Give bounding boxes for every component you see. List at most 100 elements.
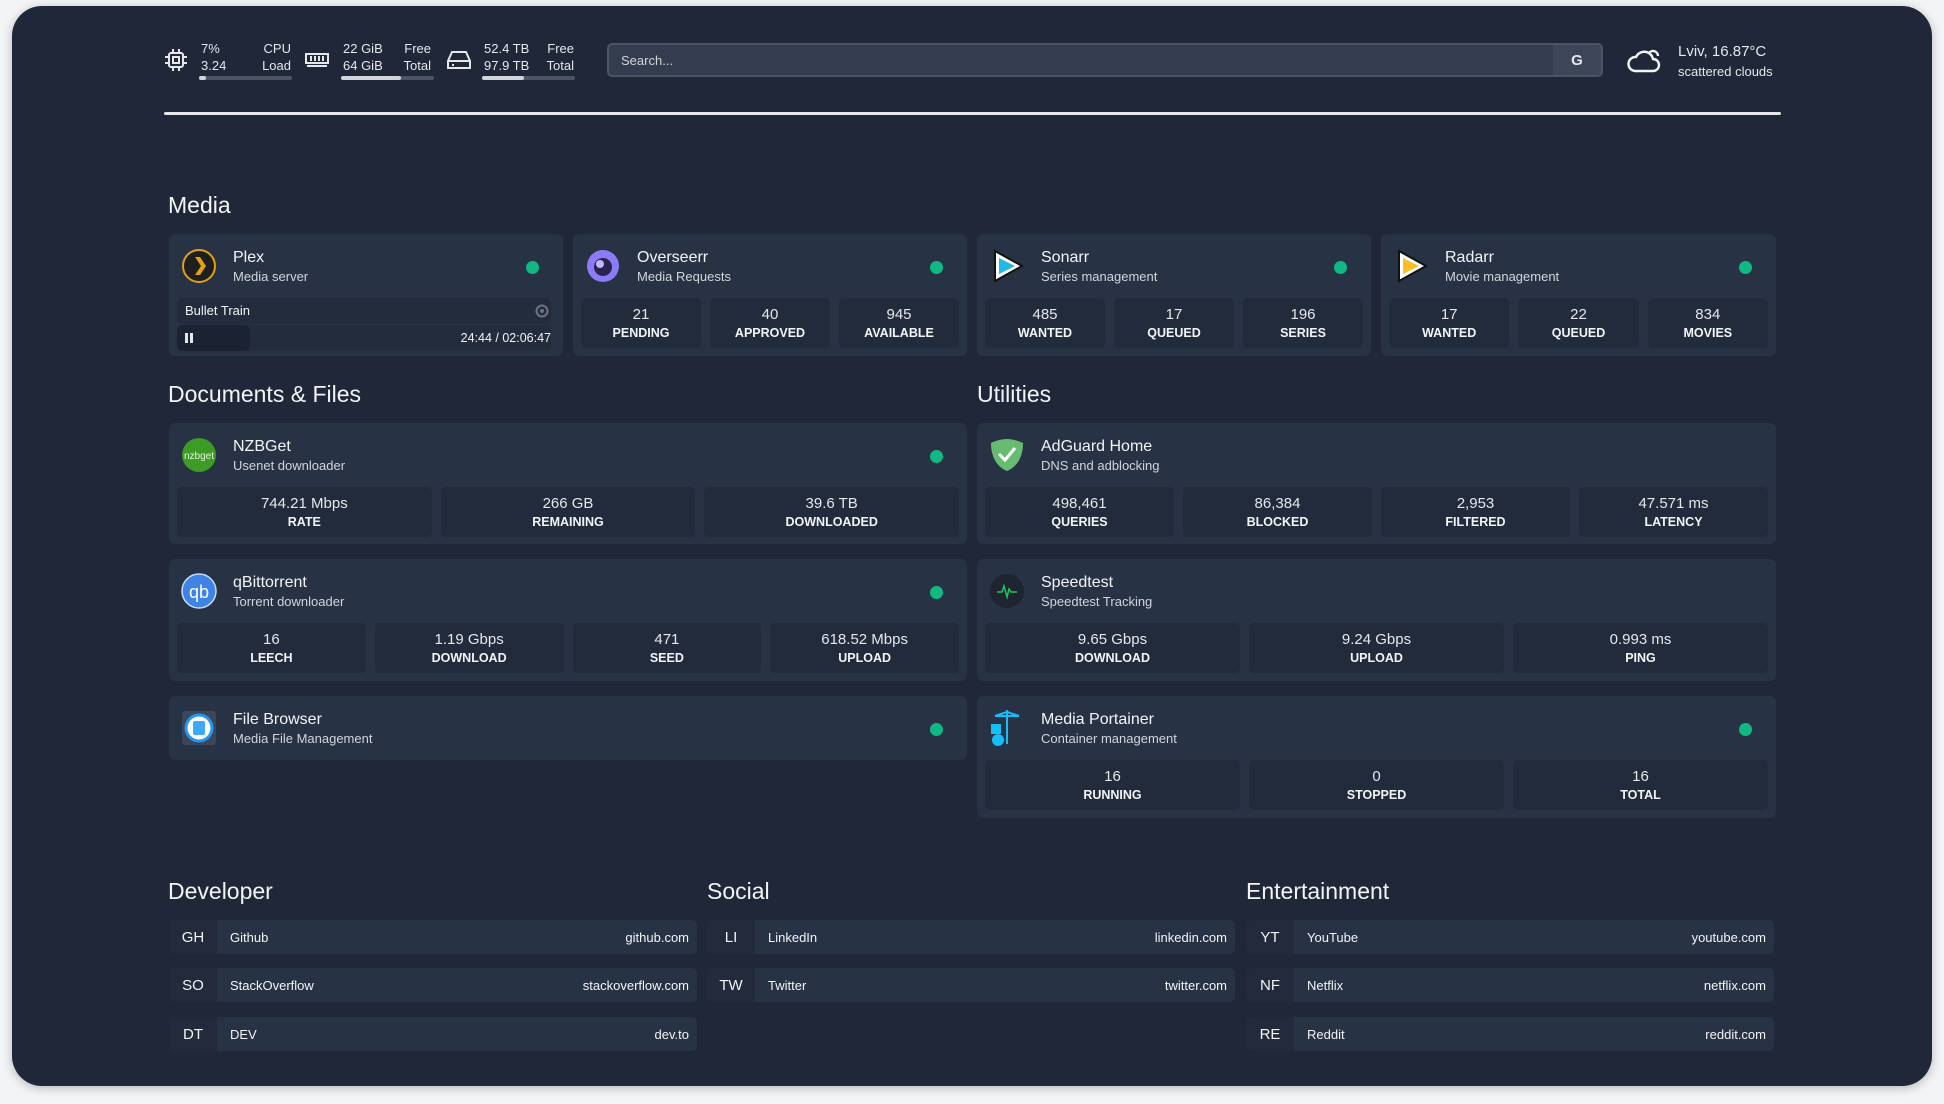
progress-fill bbox=[177, 325, 250, 351]
stat-value: 1.19 Gbps bbox=[434, 631, 504, 648]
stat-value: 9.24 Gbps bbox=[1341, 631, 1412, 648]
disk-total-label: Total bbox=[546, 58, 574, 73]
bookmark-youtube[interactable]: YT YouTube youtube.com bbox=[1246, 920, 1774, 954]
status-online-indicator bbox=[930, 261, 943, 274]
service-card-radarr[interactable]: Radarr Movie management 17 WANTED 22 QUEUED… bbox=[1381, 234, 1776, 356]
pause-icon[interactable] bbox=[185, 333, 193, 343]
bookmark-netflix[interactable]: NF Netflix netflix.com bbox=[1246, 968, 1774, 1002]
stat-block-queued: 22 QUEUED bbox=[1518, 298, 1639, 348]
stat-block-running: 16 RUNNING bbox=[985, 760, 1240, 810]
bookmark-link[interactable]: DEV dev.to bbox=[217, 1017, 697, 1051]
service-card-overseerr[interactable]: Overseerr Media Requests 21 PENDING 40 APPR… bbox=[573, 234, 967, 356]
section-social: Social bbox=[707, 878, 770, 904]
service-description: Torrent downloader bbox=[233, 594, 345, 609]
service-card-portainer[interactable]: Media Portainer Container management 16 R… bbox=[977, 696, 1776, 818]
playback-progress[interactable]: 24:44 / 02:06:47 bbox=[177, 325, 551, 351]
memory-stat: 22 GiB 64 GiB Free Total bbox=[343, 40, 431, 74]
service-card-qbittorrent[interactable]: qb qBittorrent Torrent downloader 16 LEEC… bbox=[169, 559, 967, 681]
stat-value: 0 bbox=[1372, 768, 1381, 785]
cpu-label: CPU bbox=[263, 41, 291, 56]
stat-value: 21 bbox=[632, 306, 650, 323]
search-input[interactable] bbox=[609, 45, 1554, 75]
qbittorrent-icon: qb bbox=[181, 573, 217, 609]
google-search-button[interactable]: G bbox=[1553, 45, 1601, 75]
cpu-icon bbox=[165, 49, 187, 71]
bookmark-link[interactable]: Twitter twitter.com bbox=[755, 968, 1235, 1002]
overseerr-icon bbox=[587, 250, 619, 282]
stat-value: 0.993 ms bbox=[1609, 631, 1672, 648]
bookmark-link[interactable]: Reddit reddit.com bbox=[1294, 1017, 1774, 1051]
service-description: Series management bbox=[1041, 269, 1158, 284]
bookmark-link[interactable]: YouTube youtube.com bbox=[1294, 920, 1774, 954]
bookmark-linkedin[interactable]: LI LinkedIn linkedin.com bbox=[707, 920, 1235, 954]
bookmark-abbr: YT bbox=[1246, 920, 1294, 954]
status-online-indicator bbox=[1334, 261, 1347, 274]
service-card-adguard[interactable]: AdGuard Home DNS and adblocking 498,461 Q… bbox=[977, 423, 1776, 544]
bookmark-link[interactable]: LinkedIn linkedin.com bbox=[755, 920, 1235, 954]
service-name: Media Portainer bbox=[1041, 711, 1154, 728]
portainer-icon bbox=[991, 710, 1020, 746]
memory-icon bbox=[305, 53, 329, 67]
stat-block-latency: 47.571 ms LATENCY bbox=[1579, 487, 1768, 537]
settings-icon[interactable] bbox=[535, 304, 549, 318]
bookmark-dev[interactable]: DT DEV dev.to bbox=[169, 1017, 697, 1051]
stat-label: SERIES bbox=[1280, 326, 1326, 340]
bookmark-twitter[interactable]: TW Twitter twitter.com bbox=[707, 968, 1235, 1002]
nzbget-icon: nzbget bbox=[182, 438, 216, 472]
stat-label: AVAILABLE bbox=[864, 326, 934, 340]
bookmark-url: reddit.com bbox=[1705, 1026, 1766, 1042]
stat-value: 485 bbox=[1032, 306, 1058, 323]
memory-used: 22 GiB bbox=[343, 41, 383, 56]
stat-block-queries: 498,461 QUERIES bbox=[985, 487, 1174, 537]
stat-label: QUEUED bbox=[1551, 326, 1606, 340]
service-name: qBittorrent bbox=[233, 574, 307, 591]
stat-block-approved: 40 APPROVED bbox=[710, 298, 830, 348]
stat-label: STOPPED bbox=[1346, 788, 1407, 802]
bookmark-url: twitter.com bbox=[1164, 977, 1227, 993]
divider bbox=[164, 112, 1781, 115]
section-developer: Developer bbox=[168, 878, 273, 904]
bookmark-link[interactable]: Github github.com bbox=[217, 920, 697, 954]
stat-value: 22 bbox=[1570, 306, 1587, 323]
service-name: NZBGet bbox=[233, 438, 291, 455]
weather-location-temp: Lviv, 16.87°C bbox=[1678, 43, 1767, 60]
stat-label: DOWNLOADED bbox=[785, 515, 878, 529]
service-card-filebrowser[interactable]: File Browser Media File Management bbox=[169, 696, 967, 760]
stat-label: SEED bbox=[649, 651, 684, 665]
dashboard-window bbox=[12, 6, 1932, 1086]
stat-block-filtered: 2,953 FILTERED bbox=[1381, 487, 1570, 537]
bookmark-github[interactable]: GH Github github.com bbox=[169, 920, 697, 954]
plex-icon bbox=[182, 249, 216, 283]
bookmark-link[interactable]: StackOverflow stackoverflow.com bbox=[217, 968, 697, 1002]
bookmark-name: Github bbox=[230, 929, 269, 945]
stat-label: UPLOAD bbox=[1350, 651, 1403, 665]
stat-block-movies: 834 MOVIES bbox=[1647, 298, 1768, 348]
service-card-nzbget[interactable]: nzbget NZBGet Usenet downloader 744.21 M… bbox=[169, 423, 967, 544]
stat-value: 16 bbox=[263, 631, 280, 648]
stats-row: 498,461 QUERIES 86,384 BLOCKED 2,953 FILTERED… bbox=[985, 487, 1768, 537]
stat-block-download: 9.65 Gbps DOWNLOAD bbox=[985, 623, 1240, 673]
cloud-icon bbox=[1627, 49, 1661, 73]
stat-block-wanted: 485 WANTED bbox=[985, 298, 1105, 348]
status-online-indicator bbox=[1739, 723, 1752, 736]
service-card-sonarr[interactable]: Sonarr Series management 485 WANTED 17 QUEU… bbox=[977, 234, 1371, 356]
stat-value: 196 bbox=[1290, 306, 1316, 323]
service-name: Radarr bbox=[1445, 249, 1494, 266]
radarr-icon bbox=[1398, 249, 1429, 283]
stats-row: 9.65 Gbps DOWNLOAD 9.24 Gbps UPLOAD 0.993 ms… bbox=[985, 623, 1768, 673]
section-media: Media bbox=[168, 192, 231, 218]
bookmark-stackoverflow[interactable]: SO StackOverflow stackoverflow.com bbox=[169, 968, 697, 1002]
now-playing-row: Bullet Train bbox=[177, 298, 551, 324]
stat-block-wanted: 17 WANTED bbox=[1389, 298, 1510, 348]
stat-value: 17 bbox=[1440, 306, 1458, 323]
stat-block-blocked: 86,384 BLOCKED bbox=[1183, 487, 1372, 537]
bookmark-link[interactable]: Netflix netflix.com bbox=[1294, 968, 1774, 1002]
bookmark-url: linkedin.com bbox=[1154, 929, 1227, 945]
service-card-plex[interactable]: Plex Media server Bullet Train 24:44 / 0… bbox=[169, 234, 563, 356]
service-description: Movie management bbox=[1445, 269, 1560, 284]
stat-value: 945 bbox=[886, 306, 912, 323]
service-card-speedtest[interactable]: Speedtest Speedtest Tracking 9.65 Gbps DO… bbox=[977, 559, 1776, 681]
cpu-stat: 7% 3.24 CPU Load bbox=[201, 40, 291, 74]
bookmark-reddit[interactable]: RE Reddit reddit.com bbox=[1246, 1017, 1774, 1051]
stat-label: WANTED bbox=[1422, 326, 1477, 340]
